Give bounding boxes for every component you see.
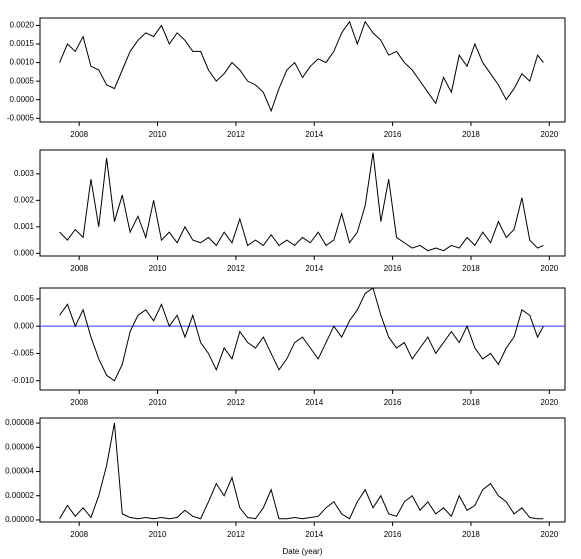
y-tick-label: 0.00006 [5, 442, 34, 451]
plot-frame [39, 17, 566, 123]
y-tick-label: -0.005 [11, 349, 34, 358]
y-tick-label: 0.000 [14, 321, 35, 330]
series-line [59, 152, 544, 252]
y-tick-label: 0.00004 [5, 467, 34, 476]
plot-frame [39, 417, 566, 523]
y-tick-label: 0.002 [14, 195, 35, 204]
x-tick-label: 2016 [384, 530, 402, 539]
x-tick-label: 2014 [305, 530, 323, 539]
x-tick-label: 2010 [149, 130, 167, 139]
x-tick-label: 2018 [462, 530, 480, 539]
y-tick-label: -0.0005 [7, 113, 35, 122]
x-tick-label: 2010 [149, 530, 167, 539]
series-line [59, 422, 544, 520]
y-tick-label: 0.00002 [5, 491, 34, 500]
x-tick-label: 2018 [462, 130, 480, 139]
x-tick-label: 2008 [70, 530, 88, 539]
x-axis-label: Date (year) [282, 547, 322, 556]
x-tick-label: 2020 [540, 398, 558, 407]
x-tick-label: 2020 [540, 530, 558, 539]
x-tick-label: 2016 [384, 130, 402, 139]
x-tick-label: 2012 [227, 130, 245, 139]
y-tick-label: 0.0015 [10, 39, 35, 48]
x-tick-label: 2014 [305, 264, 323, 273]
x-tick-label: 2016 [384, 398, 402, 407]
x-tick-label: 2012 [227, 530, 245, 539]
y-tick-label: 0.00008 [5, 418, 34, 427]
series-line [59, 287, 544, 382]
x-tick-label: 2014 [305, 398, 323, 407]
x-tick-label: 2020 [540, 130, 558, 139]
x-tick-label: 2010 [149, 264, 167, 273]
x-tick-label: 2008 [70, 398, 88, 407]
x-tick-label: 2018 [462, 264, 480, 273]
y-tick-label: 0.001 [14, 222, 35, 231]
x-tick-label: 2008 [70, 264, 88, 273]
x-tick-label: 2010 [149, 398, 167, 407]
y-tick-label: 0.005 [14, 294, 35, 303]
y-tick-label: 0.0005 [10, 76, 35, 85]
y-tick-label: 0.0010 [10, 58, 35, 67]
x-tick-label: 2012 [227, 264, 245, 273]
x-tick-label: 2018 [462, 398, 480, 407]
y-tick-label: 0.0020 [10, 21, 35, 30]
y-tick-label: 0.003 [14, 169, 35, 178]
x-tick-label: 2020 [540, 264, 558, 273]
y-tick-label: -0.010 [11, 376, 34, 385]
x-tick-label: 2008 [70, 130, 88, 139]
series-line [59, 20, 544, 113]
y-tick-label: 0.0000 [10, 95, 35, 104]
plot-frame [39, 287, 566, 391]
plot-frame [39, 149, 566, 257]
x-tick-label: 2016 [384, 264, 402, 273]
x-tick-label: 2012 [227, 398, 245, 407]
y-tick-label: 0.000 [14, 248, 35, 257]
x-tick-label: 2014 [305, 130, 323, 139]
y-tick-label: 0.00000 [5, 515, 34, 524]
